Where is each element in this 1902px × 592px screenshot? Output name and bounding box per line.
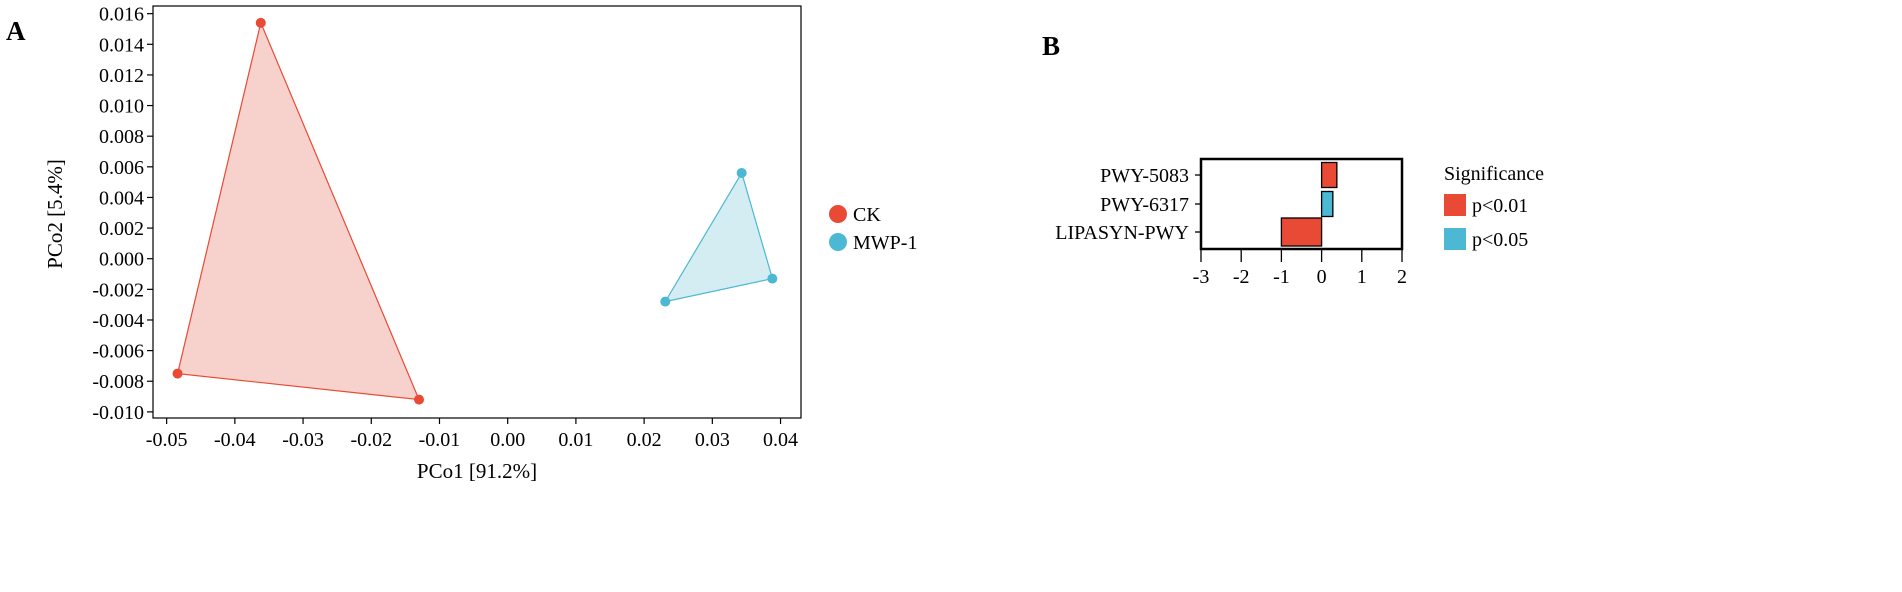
- point-mwp-1-3: [767, 273, 778, 284]
- x-tick-label: 0.00: [490, 429, 525, 451]
- y-tick-label: -0.002: [92, 279, 144, 301]
- group-legend: CK MWP-1: [829, 204, 917, 254]
- category-label-lipasyn-pwy: LIPASYN-PWY: [1055, 222, 1189, 244]
- y-axis-ticks: -0.010 -0.008 -0.006 -0.004 -0.002 0.000 0.002…: [92, 4, 153, 424]
- bar-pwy-6317: [1320, 190, 1334, 218]
- y-tick-label: 0.002: [99, 218, 144, 240]
- y-tick-label: 0.000: [99, 249, 144, 271]
- point-ck-3: [414, 394, 425, 405]
- category-label-pwy-5083: PWY-5083: [1100, 165, 1189, 187]
- bar-x-tick-label: -1: [1273, 266, 1290, 288]
- y-tick-label: -0.008: [92, 371, 144, 393]
- x-tick-label: -0.03: [282, 429, 324, 451]
- x-tick-label: -0.04: [214, 429, 256, 451]
- point-mwp-1-2: [660, 296, 671, 307]
- y-tick-label: 0.008: [99, 126, 144, 148]
- legend-label-1: p<0.01: [1472, 195, 1528, 217]
- point-ck-2: [172, 368, 183, 379]
- point-mwp-1-1: [736, 167, 747, 178]
- x-tick-label: 0.03: [695, 429, 730, 451]
- x-axis-ticks: -0.05 -0.04 -0.03 -0.02 -0.01 0.00 0.01 0.02 0.0…: [146, 418, 798, 451]
- y-tick-label: 0.010: [99, 96, 144, 118]
- x-tick-label: -0.02: [350, 429, 392, 451]
- pcoa-plot-frame: [152, 5, 802, 419]
- x-tick-label: -0.05: [146, 429, 188, 451]
- pathway-bars: [1280, 161, 1338, 247]
- y-tick-label: 0.014: [99, 34, 144, 56]
- x-tick-label: 0.04: [763, 429, 798, 451]
- y-tick-label: 0.012: [99, 65, 144, 87]
- pathway-bar-chart: PWY-5083 PWY-6317 LIPASYN-PWY -3 -2 -1 0 1 2 Si…: [1055, 157, 1544, 288]
- legend-title: Significance: [1444, 163, 1544, 185]
- legend-swatch-1: [1444, 194, 1466, 216]
- bar-x-tick-label: 2: [1397, 266, 1407, 288]
- x-axis-title: PCo1 [91.2%]: [417, 459, 537, 483]
- y-tick-label: 0.006: [99, 157, 144, 179]
- panel-a-label: A: [6, 16, 26, 46]
- legend-swatch-2: [1444, 228, 1466, 250]
- y-tick-label: -0.004: [92, 310, 144, 332]
- x-tick-label: 0.02: [627, 429, 662, 451]
- legend-marker-ck: [829, 205, 847, 223]
- y-axis-title: PCo2 [5.4%]: [43, 159, 67, 269]
- pcoa-plot: -0.05 -0.04 -0.03 -0.02 -0.01 0.00 0.01 0.02 0.0…: [43, 4, 917, 483]
- bar-pwy-5083: [1320, 161, 1338, 189]
- bar-x-axis-ticks: -3 -2 -1 0 1 2: [1193, 249, 1407, 288]
- legend-label-mwp-1: MWP-1: [853, 232, 917, 254]
- hull-ck: [176, 20, 420, 401]
- point-ck-1: [255, 17, 266, 28]
- category-label-pwy-6317: PWY-6317: [1100, 194, 1189, 216]
- bar-x-tick-label: 0: [1317, 266, 1327, 288]
- group-hulls: [176, 20, 774, 401]
- hull-mwp-1: [664, 171, 774, 303]
- significance-legend: Significance p<0.01 p<0.05: [1444, 163, 1544, 251]
- bar-x-tick-label: 1: [1357, 266, 1367, 288]
- x-tick-label: 0.01: [558, 429, 593, 451]
- y-tick-label: 0.004: [99, 187, 144, 209]
- panel-b-label: B: [1042, 31, 1060, 61]
- x-tick-label: -0.01: [419, 429, 461, 451]
- y-tick-label: -0.010: [92, 402, 144, 424]
- legend-marker-mwp-1: [829, 233, 847, 251]
- legend-label-ck: CK: [853, 204, 881, 226]
- y-tick-label: 0.016: [99, 4, 144, 26]
- bar-x-tick-label: -2: [1233, 266, 1250, 288]
- sample-points: [172, 17, 778, 405]
- pathway-labels: PWY-5083 PWY-6317 LIPASYN-PWY: [1055, 165, 1201, 244]
- bar-lipasyn-pwy: [1280, 217, 1323, 247]
- bar-x-tick-label: -3: [1193, 266, 1210, 288]
- legend-label-2: p<0.05: [1472, 229, 1528, 251]
- y-tick-label: -0.006: [92, 341, 144, 363]
- figure: A -0.05 -0.04 -0.03 -0.02 -0.01 0.00 0.01 0.02 0…: [6, 4, 1544, 483]
